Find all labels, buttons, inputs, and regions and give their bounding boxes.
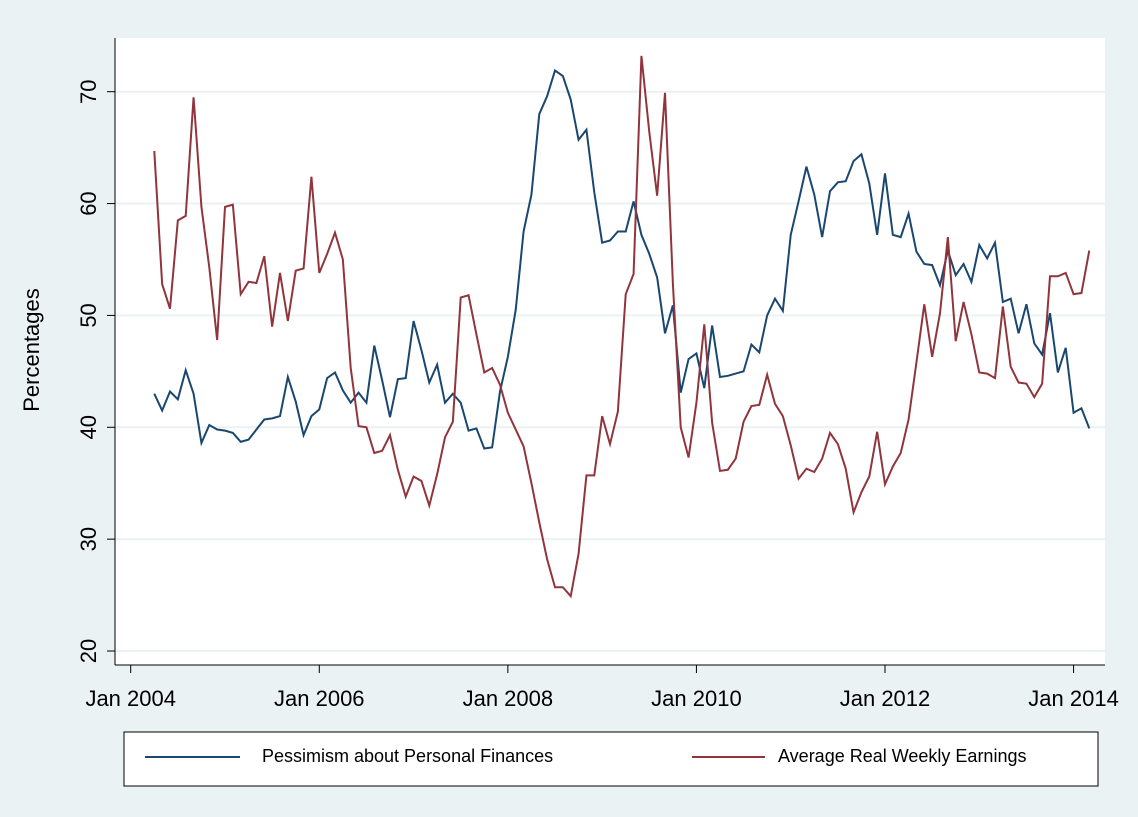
y-axis-label: Percentages: [19, 288, 44, 412]
x-tick-label: Jan 2012: [840, 686, 931, 711]
x-tick-label: Jan 2006: [274, 686, 365, 711]
plot-area: [115, 38, 1105, 665]
x-tick-label: Jan 2010: [651, 686, 742, 711]
y-tick-label: 30: [76, 527, 101, 551]
x-tick-label: Jan 2004: [85, 686, 176, 711]
y-tick-label: 70: [76, 79, 101, 103]
y-tick-label: 20: [76, 639, 101, 663]
y-tick-label: 40: [76, 415, 101, 439]
legend: [123, 731, 1099, 787]
marks: [153, 55, 1091, 599]
x-tick-label: Jan 2008: [463, 686, 554, 711]
y-tick-label: 60: [76, 191, 101, 215]
x-tick-label: Jan 2014: [1028, 686, 1119, 711]
y-tick-label: 50: [76, 303, 101, 327]
legend-label: Pessimism about Personal Finances: [262, 746, 553, 766]
legend-label: Average Real Weekly Earnings: [778, 746, 1026, 766]
series-line: [153, 55, 1091, 599]
series-line: [153, 68, 1091, 450]
